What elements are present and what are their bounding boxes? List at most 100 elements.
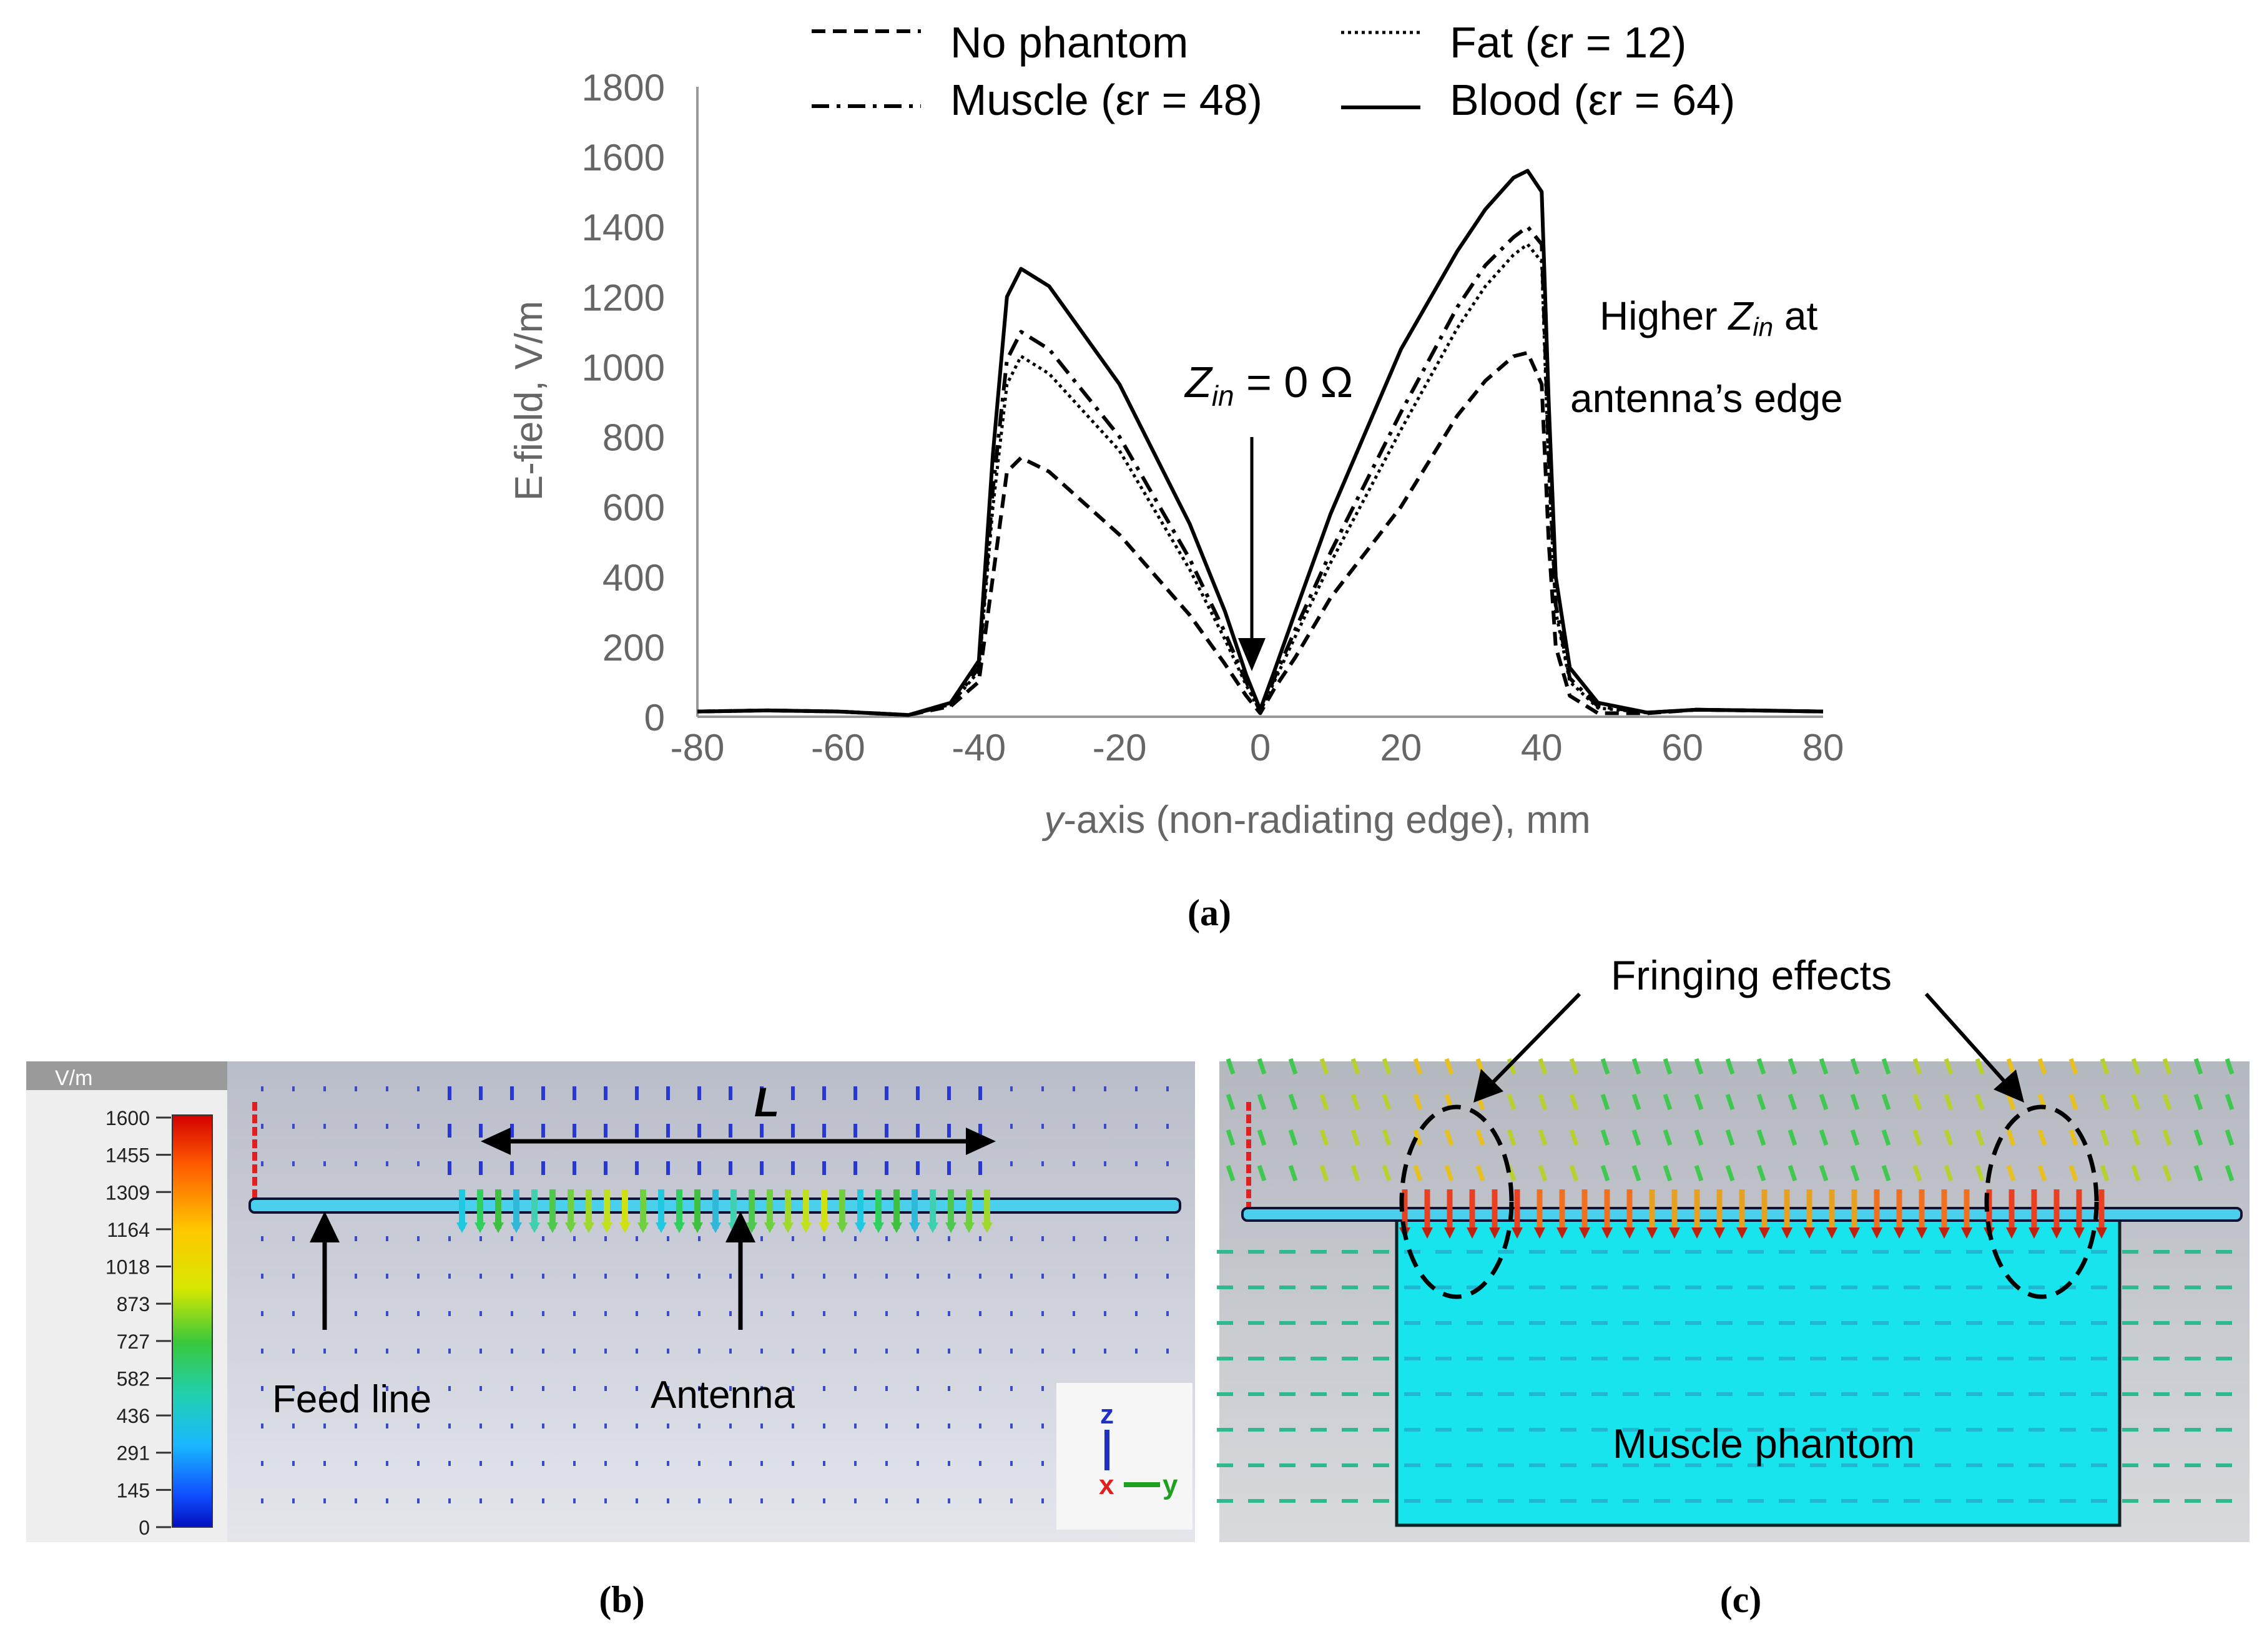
field-arrow	[1725, 1129, 1735, 1146]
field-arrow	[1538, 1058, 1548, 1075]
field-arrow	[1881, 1058, 1891, 1075]
x-tick-label--40: -40	[952, 727, 1006, 769]
field-arrow	[1975, 1093, 1985, 1111]
field-arrow	[2162, 1093, 2172, 1111]
antenna-field-arrowhead	[710, 1222, 721, 1233]
field-arrow	[1881, 1093, 1891, 1111]
field-arrow	[1631, 1164, 1641, 1182]
color-scale-labels: 1600 1455 1309 1164 1018 873 727 582 436 291 145 0	[106, 1107, 171, 1539]
x-tick-label-60: 60	[1661, 727, 1703, 769]
y-tick-label-1200: 1200	[582, 277, 665, 318]
field-arrow	[1756, 1129, 1766, 1146]
field-arrow	[1444, 1164, 1454, 1182]
field-arrow	[1881, 1129, 1891, 1146]
field-arrow	[2068, 1129, 2078, 1146]
field-arrow	[1257, 1058, 1267, 1075]
field-arrow	[1694, 1129, 1704, 1146]
antenna-field-arrowhead	[800, 1222, 812, 1233]
axis-triad-z: z	[1100, 1399, 1114, 1430]
field-arrow	[2006, 1164, 2016, 1182]
field-arrow	[1944, 1058, 1954, 1075]
antenna-field-arrowhead	[637, 1222, 649, 1233]
field-arrow	[1663, 1129, 1673, 1146]
antenna-field-arrowhead	[493, 1222, 504, 1233]
field-arrow	[1944, 1129, 1954, 1146]
field-arrow	[1756, 1058, 1766, 1075]
y-tick-label-600: 600	[602, 487, 665, 529]
field-arrow	[1226, 1093, 1236, 1111]
axis-triad-box	[1056, 1383, 1193, 1530]
antenna-field-arrowhead	[2096, 1227, 2107, 1239]
field-arrow	[1694, 1164, 1704, 1182]
field-arrow	[1288, 1093, 1298, 1111]
antenna-field-arrowhead	[2073, 1227, 2085, 1239]
field-arrow	[2100, 1093, 2110, 1111]
antenna-field-arrowhead	[1826, 1227, 1837, 1239]
field-arrow	[2131, 1164, 2141, 1182]
antenna-field-arrowhead	[927, 1222, 938, 1233]
field-arrow	[1444, 1129, 1454, 1146]
x-tick-label-40: 40	[1521, 727, 1563, 769]
antenna-field-arrowhead	[1556, 1227, 1568, 1239]
antenna-field-arrowhead	[2051, 1227, 2062, 1239]
field-arrow	[2225, 1164, 2235, 1182]
antenna-field-arrowhead	[963, 1222, 975, 1233]
y-tick-label-1000: 1000	[582, 347, 665, 388]
antenna-field-arrowhead	[746, 1222, 757, 1233]
field-arrow	[2100, 1058, 2110, 1075]
x-tick-label--20: -20	[1093, 727, 1147, 769]
field-arrow	[1350, 1058, 1360, 1075]
field-arrow	[1507, 1058, 1517, 1075]
field-arrow	[1631, 1058, 1641, 1075]
y-tick-label-1600: 1600	[582, 137, 665, 179]
field-arrow	[1350, 1093, 1360, 1111]
antenna-field-arrowhead	[1534, 1227, 1545, 1239]
field-arrow	[2006, 1093, 2016, 1111]
field-arrow	[1600, 1164, 1610, 1182]
annotation-higher-post: at	[1773, 293, 1817, 338]
caption-c: (c)	[1720, 1579, 1762, 1620]
field-arrow	[2068, 1164, 2078, 1182]
antenna-field-arrowhead	[782, 1222, 794, 1233]
field-arrow	[1569, 1093, 1579, 1111]
field-arrow	[1600, 1058, 1610, 1075]
color-scale-label-1455: 1455	[106, 1144, 150, 1167]
color-scale-label-1600: 1600	[106, 1107, 150, 1129]
field-arrow	[1475, 1129, 1485, 1146]
antenna-field-arrowhead	[1624, 1227, 1635, 1239]
legend: No phantom Muscle (εr = 48) Fat (εr = 12…	[812, 18, 1735, 124]
antenna-field-arrowhead	[1804, 1227, 1815, 1239]
field-arrow	[1382, 1164, 1392, 1182]
field-arrow	[1319, 1058, 1329, 1075]
color-scale-label-145: 145	[117, 1479, 150, 1502]
antenna-field-arrowhead	[529, 1222, 540, 1233]
legend-label-no-phantom: No phantom	[950, 18, 1188, 67]
antenna-field-arrowhead	[656, 1222, 667, 1233]
field-arrows-b	[261, 1086, 1169, 1503]
antenna-field-arrowhead	[2006, 1227, 2017, 1239]
series-line-no	[697, 351, 1824, 717]
fringing-effects-label: Fringing effects	[1611, 952, 1892, 998]
field-arrow	[1912, 1058, 1922, 1075]
annotation-zin-arrowhead	[1238, 638, 1266, 671]
field-arrow	[1850, 1164, 1860, 1182]
scale-unit-label: V/m	[55, 1066, 92, 1090]
field-arrow	[1881, 1164, 1891, 1182]
antenna-field-arrowhead	[583, 1222, 594, 1233]
color-scale-label-1309: 1309	[106, 1181, 150, 1204]
field-arrow	[2193, 1129, 2203, 1146]
legend-label-blood: Blood (εr = 64)	[1450, 76, 1735, 124]
y-tick-labels: 0 200 400 600 800 1000 1200 1400 1600 1800	[582, 67, 665, 739]
antenna-field-arrowhead	[1691, 1227, 1703, 1239]
field-arrow	[2037, 1058, 2047, 1075]
x-axis-label-rest: -axis (non-radiating edge), mm	[1063, 799, 1590, 842]
caption-b: (b)	[599, 1579, 644, 1620]
antenna-field-arrowhead	[1714, 1227, 1725, 1239]
dimension-l-arrow-left	[481, 1128, 511, 1155]
field-arrow	[2225, 1093, 2235, 1111]
x-tick-label-80: 80	[1802, 727, 1844, 769]
antenna-field-arrowhead	[2028, 1227, 2040, 1239]
field-arrow	[1257, 1129, 1267, 1146]
antenna-arrows-b	[456, 1189, 993, 1233]
muscle-phantom-label: Muscle phantom	[1613, 1420, 1915, 1467]
